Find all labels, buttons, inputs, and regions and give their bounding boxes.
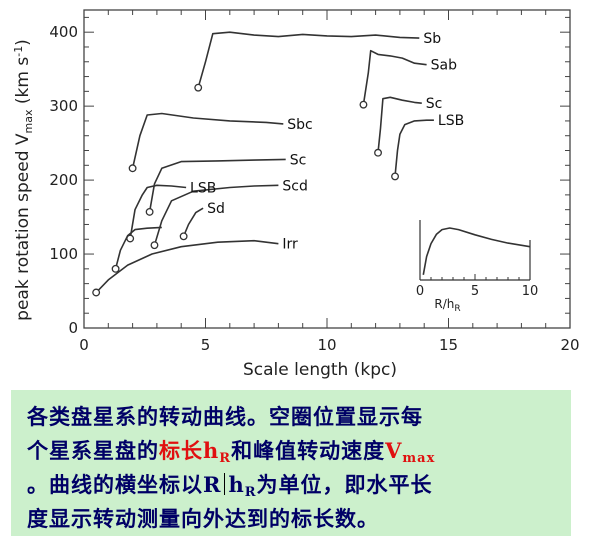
series-label: Sb bbox=[423, 31, 441, 47]
series-label: LSB bbox=[190, 180, 216, 196]
series-label: Sd bbox=[207, 201, 225, 217]
series-label: Sc bbox=[290, 152, 307, 168]
caption-text-3a: 。曲线的横坐标以R bbox=[27, 472, 222, 497]
rotation-curve-irr bbox=[95, 239, 279, 294]
series-label: Irr bbox=[282, 237, 298, 253]
caption-text-2a: 个星系星盘的 bbox=[27, 438, 159, 463]
caption-text-3b: h bbox=[228, 472, 245, 497]
rotation-curve-lsb bbox=[394, 119, 434, 177]
caption-text-4: 度显示转动测量向外达到的标长数。 bbox=[27, 506, 379, 531]
scale-length-marker bbox=[145, 207, 154, 216]
scale-length-marker bbox=[374, 148, 382, 157]
caption-text-1: 各类盘星系的转动曲线。空圈位置显示每 bbox=[27, 404, 423, 429]
rotation-curve-sc bbox=[377, 96, 422, 153]
axis-ticks bbox=[83, 10, 571, 329]
caption-line-3: 。曲线的横坐标以R hR为单位，即水平长 bbox=[27, 468, 555, 502]
caption-vmax-text: V bbox=[385, 438, 403, 463]
scale-length-marker bbox=[391, 172, 399, 181]
scale-length-marker bbox=[179, 232, 188, 241]
rotation-curve-sd bbox=[182, 207, 204, 237]
caption-line-1: 各类盘星系的转动曲线。空圈位置显示每 bbox=[27, 400, 555, 434]
rotation-curve-sbc bbox=[131, 112, 284, 169]
caption-hr-text: 标长h bbox=[159, 438, 220, 463]
caption-divider bbox=[224, 473, 226, 495]
y-axis-label-unit: (km s bbox=[13, 57, 33, 110]
series-label: Sbc bbox=[287, 117, 312, 133]
scale-length-marker bbox=[92, 288, 101, 297]
caption-vmax-sub: max bbox=[402, 451, 436, 466]
rotation-curve-sc bbox=[148, 158, 286, 213]
caption-hr-sub: R bbox=[219, 451, 232, 466]
x-tick-label: 5 bbox=[201, 336, 211, 354]
inset-tick-label: 5 bbox=[471, 284, 479, 299]
scale-length-marker bbox=[128, 164, 137, 173]
y-axis-label-sub: max bbox=[22, 109, 35, 133]
rotation-curve-sb bbox=[197, 31, 420, 88]
chart-caption: 各类盘星系的转动曲线。空圈位置显示每 个星系星盘的标长hR和峰值转动速度Vmax… bbox=[11, 390, 571, 536]
y-tick-label: 200 bbox=[49, 171, 78, 189]
rotation-curve-lsb bbox=[129, 184, 187, 239]
y-axis-label-unit-sup: -1 bbox=[12, 46, 25, 57]
inset-curve bbox=[422, 227, 531, 275]
caption-text-3b-sub: R bbox=[244, 485, 257, 500]
scale-length-marker bbox=[150, 241, 159, 250]
scale-length-marker bbox=[359, 100, 368, 109]
x-tick-label: 0 bbox=[79, 336, 89, 354]
rotation-curve-unlabeled bbox=[114, 226, 162, 270]
series-label: Scd bbox=[282, 178, 307, 194]
inset-tick-label: 10 bbox=[522, 284, 539, 299]
y-tick-label: 100 bbox=[49, 245, 78, 263]
rotation-curve-sab bbox=[362, 49, 427, 105]
y-axis-label: peak rotation speed Vmax (km s-1) bbox=[12, 39, 35, 321]
y-tick-label: 0 bbox=[68, 319, 78, 337]
y-axis-label-main: peak rotation speed V bbox=[13, 133, 33, 321]
caption-text-2b: 和峰值转动速度 bbox=[231, 438, 386, 463]
rotation-curves bbox=[92, 31, 434, 297]
scale-length-marker bbox=[194, 83, 203, 92]
scale-length-marker bbox=[111, 264, 120, 273]
series-label: Sab bbox=[431, 58, 457, 74]
caption-highlight-hr: 标长hR bbox=[159, 438, 232, 466]
series-label: Sc bbox=[426, 96, 443, 112]
inset-x-label: R/hR bbox=[434, 297, 460, 314]
y-tick-label: 400 bbox=[49, 23, 78, 41]
series-label: LSB bbox=[438, 113, 464, 129]
x-axis-label: Scale length (kpc) bbox=[243, 360, 397, 380]
inset-plot: 0 5 10 R/hR bbox=[416, 220, 538, 314]
y-axis-label-unit-end: ) bbox=[13, 39, 33, 46]
caption-line-2: 个星系星盘的标长hR和峰值转动速度Vmax bbox=[27, 434, 555, 468]
caption-text-3c: 为单位，即水平长 bbox=[256, 472, 433, 497]
inset-tick-label: 0 bbox=[416, 284, 424, 299]
x-tick-label: 15 bbox=[439, 336, 458, 354]
x-tick-label: 20 bbox=[560, 336, 579, 354]
y-tick-label: 300 bbox=[49, 97, 78, 115]
caption-line-4: 度显示转动测量向外达到的标长数。 bbox=[27, 502, 555, 536]
x-tick-label: 10 bbox=[317, 336, 336, 354]
caption-highlight-vmax: Vmax bbox=[385, 438, 436, 466]
rotation-curve-scd bbox=[153, 184, 279, 246]
